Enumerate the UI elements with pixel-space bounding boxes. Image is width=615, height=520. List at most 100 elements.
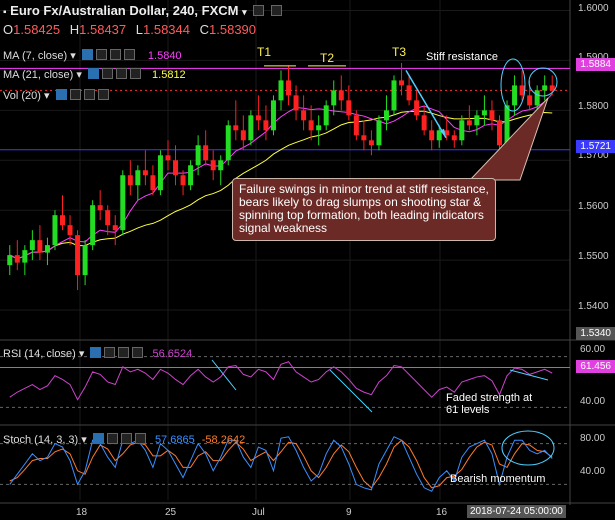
stoch-legend[interactable]: Stoch (14, 3, 3) ▾ 57.6865 -58.2642 bbox=[3, 433, 245, 446]
candle-body bbox=[97, 205, 103, 211]
resistance-ellipse bbox=[500, 58, 526, 112]
candle-body bbox=[150, 175, 156, 191]
close-label: C bbox=[199, 22, 210, 37]
chevron-down-icon[interactable]: ▾ bbox=[70, 50, 76, 62]
x-tick: 16 bbox=[436, 507, 448, 518]
close-icon[interactable] bbox=[118, 347, 130, 358]
collapse-icon[interactable]: ▪ bbox=[3, 7, 7, 18]
close-icon[interactable] bbox=[270, 5, 282, 16]
candle-body bbox=[542, 85, 548, 91]
candle-body bbox=[105, 210, 111, 226]
close-icon[interactable] bbox=[120, 433, 132, 444]
rsi-label[interactable]: RSI (14, close) bbox=[3, 348, 76, 360]
stoch-label[interactable]: Stoch (14, 3, 3) bbox=[3, 434, 79, 446]
last-price-label: 1.5340 bbox=[576, 327, 615, 340]
settings-icon[interactable] bbox=[253, 5, 265, 16]
candle-body bbox=[346, 100, 352, 116]
candle-body bbox=[210, 160, 216, 171]
candle-body bbox=[331, 90, 337, 106]
candle-body bbox=[263, 120, 269, 131]
chevron-down-icon[interactable]: ▾ bbox=[78, 348, 85, 360]
candle-body bbox=[7, 255, 13, 266]
price-tick: 1.5700 bbox=[578, 150, 609, 161]
eye-icon[interactable] bbox=[87, 68, 99, 79]
chart-title: ▪ Euro Fx/Australian Dollar, 240, FXCM ▾ bbox=[3, 3, 282, 18]
eye-icon[interactable] bbox=[81, 49, 93, 60]
candle-body bbox=[338, 90, 344, 101]
open-label: O bbox=[3, 22, 14, 37]
more-icon[interactable] bbox=[129, 68, 141, 79]
ohlc-readout: O1.58425 H1.58437 L1.58344 C1.58390 bbox=[3, 22, 262, 37]
rsi-divergence-arrow bbox=[211, 359, 237, 391]
stoch-d-value: -58.2642 bbox=[201, 434, 246, 446]
close-icon[interactable] bbox=[83, 89, 95, 100]
candle-body bbox=[376, 120, 382, 146]
eye-icon[interactable] bbox=[90, 347, 102, 358]
candle-body bbox=[37, 240, 43, 253]
candle-body bbox=[173, 160, 179, 176]
rsi-tick: 40.00 bbox=[580, 396, 606, 407]
candle-body bbox=[112, 225, 118, 231]
candle-body bbox=[142, 170, 148, 176]
candle-body bbox=[60, 215, 66, 226]
vol-legend[interactable]: Vol (20) ▾ bbox=[3, 89, 109, 102]
candle-body bbox=[451, 135, 457, 141]
close-icon[interactable] bbox=[109, 49, 121, 60]
stoch-tick: 40.00 bbox=[580, 466, 606, 477]
chevron-down-icon[interactable]: ▾ bbox=[76, 69, 82, 81]
chevron-down-icon[interactable]: ▾ bbox=[81, 434, 87, 446]
low-value: 1.58344 bbox=[143, 22, 190, 37]
ma21-label[interactable]: MA (21, close) bbox=[3, 69, 74, 81]
candle-body bbox=[157, 155, 163, 191]
settings-icon[interactable] bbox=[95, 49, 107, 60]
top2-label: T2 bbox=[320, 51, 335, 65]
candle-body bbox=[293, 95, 299, 111]
candle-body bbox=[399, 80, 405, 86]
ma7-legend[interactable]: MA (7, close) ▾ 1.5840 bbox=[3, 49, 182, 62]
cursor-time-label: 2018-07-24 05:00:00 bbox=[467, 505, 566, 518]
candle-body bbox=[75, 235, 81, 276]
chevron-down-icon[interactable]: ▾ bbox=[242, 7, 247, 17]
settings-icon[interactable] bbox=[106, 433, 118, 444]
more-icon[interactable] bbox=[123, 49, 135, 60]
more-icon[interactable] bbox=[97, 89, 109, 100]
vol-label[interactable]: Vol (20) bbox=[3, 90, 41, 102]
symbol-title[interactable]: Euro Fx/Australian Dollar, 240, FXCM bbox=[10, 3, 239, 18]
more-icon[interactable] bbox=[134, 433, 146, 444]
eye-icon[interactable] bbox=[92, 433, 104, 444]
eye-icon[interactable] bbox=[55, 89, 67, 100]
candle-body bbox=[44, 245, 50, 253]
ma7-value: 1.5840 bbox=[147, 50, 182, 62]
rsi-legend[interactable]: RSI (14, close) ▾ 56.6524 bbox=[3, 347, 192, 360]
price-tick: 1.5400 bbox=[578, 301, 609, 312]
rsi-divergence-arrow bbox=[329, 369, 373, 413]
candle-body bbox=[195, 145, 201, 166]
stiff-resistance-label: Stiff resistance bbox=[426, 51, 498, 63]
ma21-legend[interactable]: MA (21, close) ▾ 1.5812 bbox=[3, 68, 186, 81]
candle-body bbox=[496, 120, 502, 146]
high-label: H bbox=[69, 22, 80, 37]
more-icon[interactable] bbox=[132, 347, 144, 358]
chevron-down-icon[interactable]: ▾ bbox=[43, 90, 50, 102]
candle-body bbox=[459, 120, 465, 141]
high-value: 1.58437 bbox=[79, 22, 127, 37]
settings-icon[interactable] bbox=[69, 89, 81, 100]
trend-drawings bbox=[264, 58, 558, 181]
rsi-tick: 60.00 bbox=[580, 344, 606, 355]
ma7-label[interactable]: MA (7, close) bbox=[3, 50, 68, 62]
candle-body bbox=[29, 240, 35, 251]
analysis-callout: Failure swings in minor trend at stiff r… bbox=[232, 178, 496, 241]
candle-body bbox=[316, 125, 322, 131]
candle-body bbox=[383, 110, 389, 121]
resistance-ellipse bbox=[528, 67, 558, 97]
candle-body bbox=[22, 250, 28, 263]
candle-body bbox=[248, 115, 254, 141]
candle-body bbox=[233, 125, 239, 131]
settings-icon[interactable] bbox=[101, 68, 113, 79]
top1-label: T1 bbox=[257, 45, 272, 59]
settings-icon[interactable] bbox=[104, 347, 116, 358]
close-icon[interactable] bbox=[115, 68, 127, 79]
rsi-value: 56.6524 bbox=[152, 348, 193, 360]
rsi-pane bbox=[0, 356, 570, 413]
